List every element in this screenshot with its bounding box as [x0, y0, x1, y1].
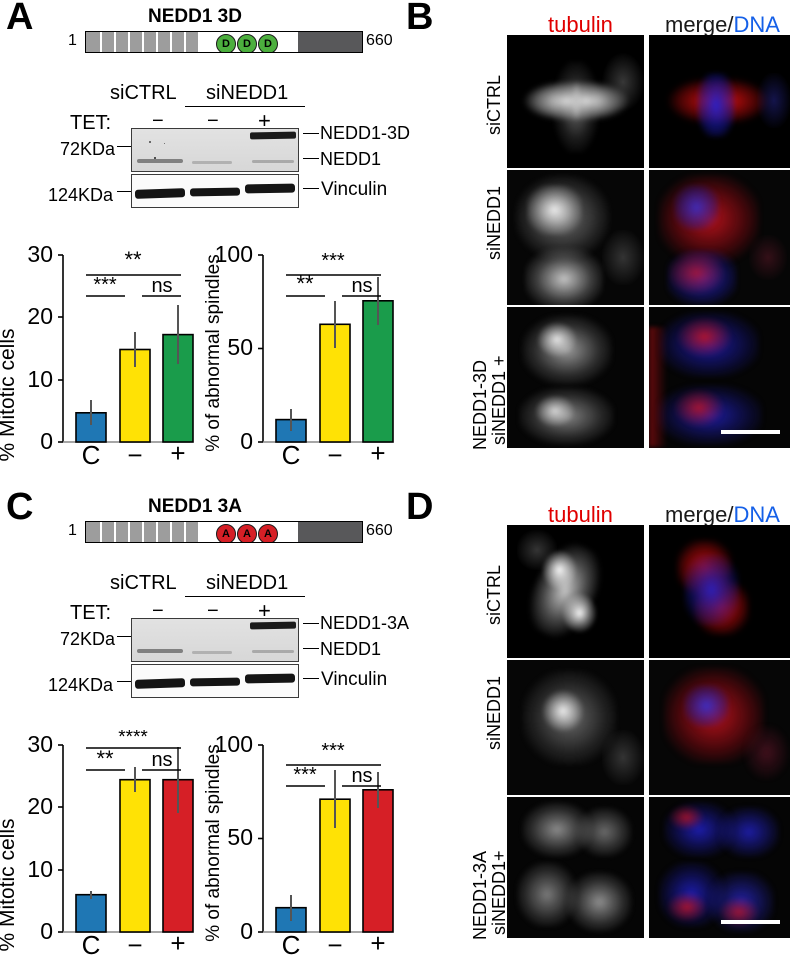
svg-text:***: ***: [93, 274, 117, 296]
svg-text:**: **: [124, 247, 142, 272]
svg-text:50: 50: [227, 334, 253, 360]
svg-text:30: 30: [27, 241, 53, 267]
svg-text:0: 0: [240, 428, 253, 454]
svg-text:ns: ns: [151, 275, 172, 297]
svg-text:0: 0: [40, 428, 53, 454]
svg-text:**: **: [296, 271, 314, 296]
svg-text:% Mitotic cells: % Mitotic cells: [0, 328, 19, 461]
svg-text:C: C: [282, 440, 301, 466]
svg-text:C: C: [82, 440, 101, 466]
svg-text:+: +: [370, 438, 385, 466]
svg-text:−: −: [327, 440, 342, 466]
svg-text:20: 20: [27, 303, 53, 329]
svg-text:ns: ns: [351, 275, 372, 297]
svg-text:10: 10: [27, 366, 53, 392]
svg-text:***: ***: [321, 250, 345, 272]
svg-text:+: +: [170, 438, 185, 466]
svg-text:−: −: [127, 440, 142, 466]
